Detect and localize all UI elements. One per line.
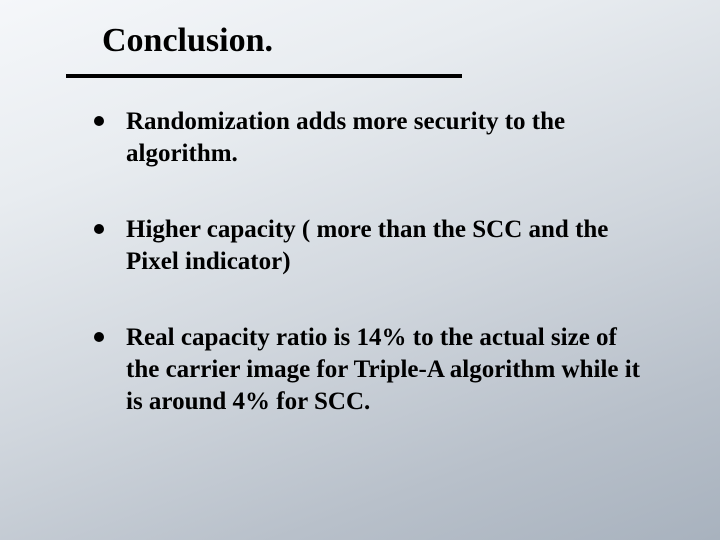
- bullet-icon: [94, 332, 104, 342]
- bullet-icon: [94, 224, 104, 234]
- bullet-text: Randomization adds more security to the …: [126, 106, 654, 170]
- bullet-text: Real capacity ratio is 14% to the actual…: [126, 322, 654, 418]
- title-underline: [66, 74, 462, 78]
- list-item: Higher capacity ( more than the SCC and …: [94, 214, 654, 278]
- list-item: Real capacity ratio is 14% to the actual…: [94, 322, 654, 418]
- slide-title: Conclusion.: [102, 22, 273, 60]
- slide: Conclusion. Randomization adds more secu…: [0, 0, 720, 540]
- bullet-text: Higher capacity ( more than the SCC and …: [126, 214, 654, 278]
- bullet-list: Randomization adds more security to the …: [94, 106, 654, 462]
- list-item: Randomization adds more security to the …: [94, 106, 654, 170]
- bullet-icon: [94, 116, 104, 126]
